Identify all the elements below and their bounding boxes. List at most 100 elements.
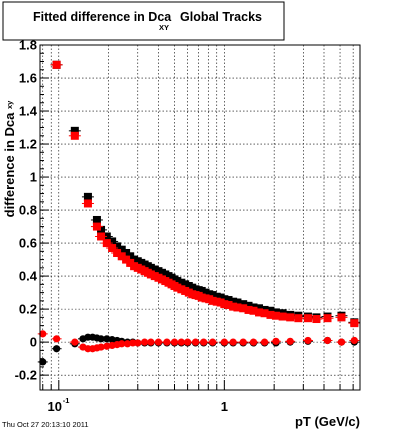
data-point-square (52, 60, 61, 69)
data-point-circle (184, 338, 192, 346)
data-point-square (122, 248, 131, 257)
y-tick-label: 0.4 (19, 269, 38, 284)
data-point-circle (304, 336, 312, 345)
data-point-square (286, 313, 295, 322)
title-rest: Global Tracks (180, 10, 262, 24)
y-axis-title: difference in Dca xy (2, 100, 17, 218)
title-box: Fitted difference in Dca XY Global Track… (2, 1, 285, 41)
data-point-square (102, 239, 111, 248)
y-tick-label: 0.2 (19, 302, 37, 317)
data-point-square (294, 314, 303, 323)
data-point-square (92, 215, 101, 224)
data-point-square (312, 315, 321, 324)
data-point-circle (191, 338, 200, 346)
series-1 (50, 60, 361, 327)
data-point-square (117, 245, 126, 254)
data-point-circle (272, 337, 280, 345)
data-point-square (70, 131, 79, 140)
data-point-circle (260, 338, 269, 346)
y-tick-label: 0.6 (19, 236, 37, 251)
data-point-circle (323, 336, 332, 345)
data-point-square (229, 302, 238, 311)
data-point-square (271, 311, 280, 320)
data-point-square (337, 313, 346, 322)
data-point-circle (239, 338, 247, 346)
y-axis-label-subscript: xy (5, 100, 14, 109)
y-tick-label: 1.6 (19, 71, 37, 86)
x-tick-label: 10 (48, 399, 62, 414)
series-4 (37, 330, 360, 353)
data-point-circle (103, 335, 111, 343)
data-point-square (266, 306, 275, 315)
data-point-circle (154, 338, 163, 346)
timestamp: Thu Oct 27 20:13:10 2011 (2, 420, 89, 429)
y-axis-label: difference in Dca (2, 112, 17, 218)
data-point-square (113, 248, 122, 257)
data-point-square (249, 306, 258, 315)
data-point-square (70, 126, 79, 135)
data-point-square (233, 298, 242, 307)
y-tick-label: -0.2 (15, 368, 37, 383)
data-point-square (239, 300, 248, 309)
data-point-square (208, 291, 217, 300)
data-point-square (260, 309, 269, 318)
data-point-square (255, 308, 264, 317)
data-point-circle (170, 338, 179, 346)
data-point-circle (39, 330, 47, 338)
data-point-square (233, 303, 242, 312)
data-point-square (224, 296, 233, 305)
data-point-circle (53, 345, 61, 353)
data-point-square (122, 255, 131, 264)
data-point-square (83, 192, 92, 201)
data-point-circle (103, 342, 111, 350)
series-2 (50, 60, 361, 328)
data-point-circle (39, 358, 47, 366)
y-tick-label: 1 (30, 170, 37, 185)
data-point-circle (177, 338, 185, 346)
data-point-circle (147, 338, 155, 346)
data-point-square (278, 312, 287, 321)
y-tick-label: 0 (30, 335, 37, 350)
data-point-square (108, 244, 117, 253)
data-point-circle (118, 340, 126, 348)
data-point-square (229, 297, 238, 306)
data-point-square (173, 277, 182, 286)
data-point-square (117, 252, 126, 261)
data-point-circle (229, 338, 237, 346)
data-point-circle (200, 338, 208, 346)
data-point-circle (337, 338, 346, 346)
data-point-circle (123, 340, 132, 348)
data-marks (37, 60, 361, 366)
x-tick-label: 1 (221, 399, 228, 414)
data-point-circle (286, 337, 294, 345)
data-point-square (113, 242, 122, 251)
data-point-circle (249, 338, 258, 346)
data-point-circle (97, 335, 105, 343)
y-tick-label: 1.8 (19, 38, 37, 53)
tick-labels: -0.2 0 0.2 0.4 0.6 0.8 1 1.2 1.4 1.6 1.8 10 -1 1 (15, 38, 228, 415)
data-point-square (173, 283, 182, 292)
data-point-square (92, 222, 101, 231)
data-point-circle (71, 338, 79, 346)
y-tick-label: 1.2 (19, 137, 37, 152)
data-point-square (108, 237, 117, 246)
title-subscript: XY (159, 23, 169, 32)
data-point-square (239, 304, 248, 313)
x-tick-label-exponent: -1 (63, 396, 70, 405)
data-point-square (220, 300, 229, 309)
data-point-square (244, 301, 253, 310)
data-point-circle (163, 338, 171, 346)
data-point-square (208, 296, 217, 305)
x-axis-label: pT (GeV/c) (295, 414, 360, 429)
data-point-square (97, 232, 106, 241)
data-point-square (303, 314, 312, 323)
data-point-square (224, 300, 233, 309)
data-point-square (323, 314, 332, 323)
data-point-square (255, 304, 264, 313)
data-point-circle (134, 339, 142, 347)
plot-frame (39, 44, 361, 391)
data-point-square (266, 310, 275, 319)
data-point-square (97, 225, 106, 234)
data-point-circle (220, 338, 228, 346)
data-point-square (83, 199, 92, 208)
